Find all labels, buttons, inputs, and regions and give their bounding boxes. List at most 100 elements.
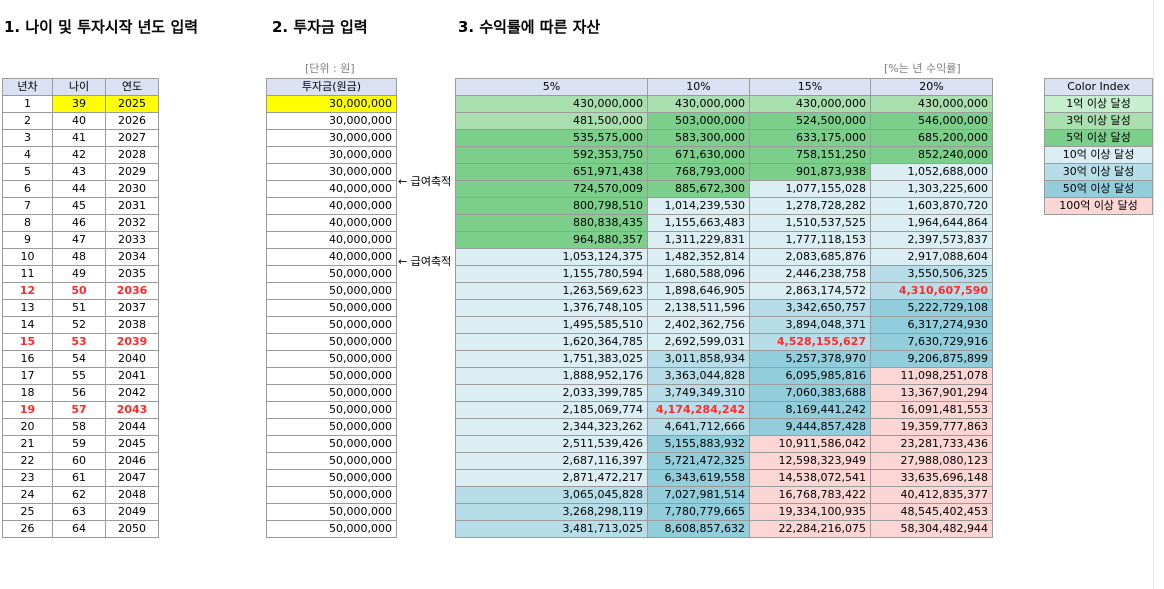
asset-value-cell[interactable]: 9,206,875,899 bbox=[870, 350, 993, 368]
asset-value-cell[interactable]: 535,575,000 bbox=[455, 129, 648, 147]
asset-value-cell[interactable]: 1,155,663,483 bbox=[647, 214, 750, 232]
asset-value-cell[interactable]: 3,065,045,828 bbox=[455, 486, 648, 504]
asset-value-cell[interactable]: 33,635,696,148 bbox=[870, 469, 993, 487]
year-cell[interactable]: 2047 bbox=[105, 469, 159, 487]
asset-value-cell[interactable]: 1,052,688,000 bbox=[870, 163, 993, 181]
asset-value-cell[interactable]: 2,511,539,426 bbox=[455, 435, 648, 453]
asset-value-cell[interactable]: 2,687,116,397 bbox=[455, 452, 648, 470]
year-cell[interactable]: 2037 bbox=[105, 299, 159, 317]
asset-value-cell[interactable]: 1,014,239,530 bbox=[647, 197, 750, 215]
year-cell[interactable]: 2029 bbox=[105, 163, 159, 181]
investment-cell[interactable]: 30,000,000 bbox=[266, 95, 397, 113]
year-cell[interactable]: 2039 bbox=[105, 333, 159, 351]
asset-value-cell[interactable]: 1,888,952,176 bbox=[455, 367, 648, 385]
asset-value-cell[interactable]: 9,444,857,428 bbox=[749, 418, 871, 436]
asset-value-cell[interactable]: 885,672,300 bbox=[647, 180, 750, 198]
asset-value-cell[interactable]: 5,155,883,932 bbox=[647, 435, 750, 453]
investment-cell[interactable]: 50,000,000 bbox=[266, 299, 397, 317]
investment-cell[interactable]: 50,000,000 bbox=[266, 503, 397, 521]
investment-cell[interactable]: 50,000,000 bbox=[266, 435, 397, 453]
asset-value-cell[interactable]: 430,000,000 bbox=[647, 95, 750, 113]
asset-value-cell[interactable]: 1,376,748,105 bbox=[455, 299, 648, 317]
asset-value-cell[interactable]: 3,342,650,757 bbox=[749, 299, 871, 317]
year-index-cell[interactable]: 18 bbox=[2, 384, 53, 402]
age-cell[interactable]: 61 bbox=[52, 469, 106, 487]
investment-cell[interactable]: 50,000,000 bbox=[266, 469, 397, 487]
asset-value-cell[interactable]: 633,175,000 bbox=[749, 129, 871, 147]
legend-item[interactable]: 10억 이상 달성 bbox=[1044, 146, 1153, 164]
asset-value-cell[interactable]: 2,917,088,604 bbox=[870, 248, 993, 266]
year-cell[interactable]: 2030 bbox=[105, 180, 159, 198]
investment-cell[interactable]: 40,000,000 bbox=[266, 197, 397, 215]
asset-value-cell[interactable]: 2,692,599,031 bbox=[647, 333, 750, 351]
asset-value-cell[interactable]: 1,482,352,814 bbox=[647, 248, 750, 266]
age-cell[interactable]: 56 bbox=[52, 384, 106, 402]
asset-value-cell[interactable]: 2,033,399,785 bbox=[455, 384, 648, 402]
asset-value-cell[interactable]: 3,481,713,025 bbox=[455, 520, 648, 538]
asset-value-cell[interactable]: 6,095,985,816 bbox=[749, 367, 871, 385]
asset-value-cell[interactable]: 671,630,000 bbox=[647, 146, 750, 164]
age-cell[interactable]: 58 bbox=[52, 418, 106, 436]
age-cell[interactable]: 53 bbox=[52, 333, 106, 351]
year-index-cell[interactable]: 8 bbox=[2, 214, 53, 232]
investment-cell[interactable]: 40,000,000 bbox=[266, 248, 397, 266]
investment-cell[interactable]: 50,000,000 bbox=[266, 265, 397, 283]
age-cell[interactable]: 62 bbox=[52, 486, 106, 504]
asset-value-cell[interactable]: 16,091,481,553 bbox=[870, 401, 993, 419]
asset-value-cell[interactable]: 1,680,588,096 bbox=[647, 265, 750, 283]
asset-value-cell[interactable]: 758,151,250 bbox=[749, 146, 871, 164]
investment-cell[interactable]: 50,000,000 bbox=[266, 384, 397, 402]
asset-value-cell[interactable]: 3,011,858,934 bbox=[647, 350, 750, 368]
year-index-cell[interactable]: 17 bbox=[2, 367, 53, 385]
age-cell[interactable]: 52 bbox=[52, 316, 106, 334]
asset-value-cell[interactable]: 4,310,607,590 bbox=[870, 282, 993, 300]
asset-value-cell[interactable]: 8,608,857,632 bbox=[647, 520, 750, 538]
asset-value-cell[interactable]: 852,240,000 bbox=[870, 146, 993, 164]
year-index-cell[interactable]: 2 bbox=[2, 112, 53, 130]
asset-value-cell[interactable]: 14,538,072,541 bbox=[749, 469, 871, 487]
investment-cell[interactable]: 40,000,000 bbox=[266, 231, 397, 249]
age-cell[interactable]: 46 bbox=[52, 214, 106, 232]
asset-value-cell[interactable]: 23,281,733,436 bbox=[870, 435, 993, 453]
legend-item[interactable]: 30억 이상 달성 bbox=[1044, 163, 1153, 181]
year-cell[interactable]: 2041 bbox=[105, 367, 159, 385]
legend-item[interactable]: 50억 이상 달성 bbox=[1044, 180, 1153, 198]
asset-value-cell[interactable]: 430,000,000 bbox=[749, 95, 871, 113]
asset-value-cell[interactable]: 430,000,000 bbox=[455, 95, 648, 113]
investment-cell[interactable]: 40,000,000 bbox=[266, 214, 397, 232]
year-cell[interactable]: 2032 bbox=[105, 214, 159, 232]
year-index-cell[interactable]: 23 bbox=[2, 469, 53, 487]
asset-value-cell[interactable]: 22,284,216,075 bbox=[749, 520, 871, 538]
age-cell[interactable]: 47 bbox=[52, 231, 106, 249]
year-cell[interactable]: 2036 bbox=[105, 282, 159, 300]
year-index-cell[interactable]: 11 bbox=[2, 265, 53, 283]
asset-value-cell[interactable]: 880,838,435 bbox=[455, 214, 648, 232]
asset-value-cell[interactable]: 685,200,000 bbox=[870, 129, 993, 147]
asset-value-cell[interactable]: 546,000,000 bbox=[870, 112, 993, 130]
asset-value-cell[interactable]: 48,545,402,453 bbox=[870, 503, 993, 521]
asset-value-cell[interactable]: 1,898,646,905 bbox=[647, 282, 750, 300]
asset-value-cell[interactable]: 7,780,779,665 bbox=[647, 503, 750, 521]
age-cell[interactable]: 50 bbox=[52, 282, 106, 300]
year-index-cell[interactable]: 9 bbox=[2, 231, 53, 249]
investment-cell[interactable]: 50,000,000 bbox=[266, 520, 397, 538]
year-cell[interactable]: 2025 bbox=[105, 95, 159, 113]
asset-value-cell[interactable]: 2,185,069,774 bbox=[455, 401, 648, 419]
age-cell[interactable]: 55 bbox=[52, 367, 106, 385]
asset-value-cell[interactable]: 13,367,901,294 bbox=[870, 384, 993, 402]
age-cell[interactable]: 51 bbox=[52, 299, 106, 317]
year-cell[interactable]: 2042 bbox=[105, 384, 159, 402]
asset-value-cell[interactable]: 3,749,349,310 bbox=[647, 384, 750, 402]
asset-value-cell[interactable]: 7,027,981,514 bbox=[647, 486, 750, 504]
asset-value-cell[interactable]: 583,300,000 bbox=[647, 129, 750, 147]
age-cell[interactable]: 45 bbox=[52, 197, 106, 215]
year-index-cell[interactable]: 4 bbox=[2, 146, 53, 164]
asset-value-cell[interactable]: 16,768,783,422 bbox=[749, 486, 871, 504]
asset-value-cell[interactable]: 40,412,835,377 bbox=[870, 486, 993, 504]
age-cell[interactable]: 44 bbox=[52, 180, 106, 198]
asset-value-cell[interactable]: 19,334,100,935 bbox=[749, 503, 871, 521]
asset-value-cell[interactable]: 724,570,009 bbox=[455, 180, 648, 198]
asset-value-cell[interactable]: 1,510,537,525 bbox=[749, 214, 871, 232]
asset-value-cell[interactable]: 1,603,870,720 bbox=[870, 197, 993, 215]
asset-value-cell[interactable]: 1,303,225,600 bbox=[870, 180, 993, 198]
